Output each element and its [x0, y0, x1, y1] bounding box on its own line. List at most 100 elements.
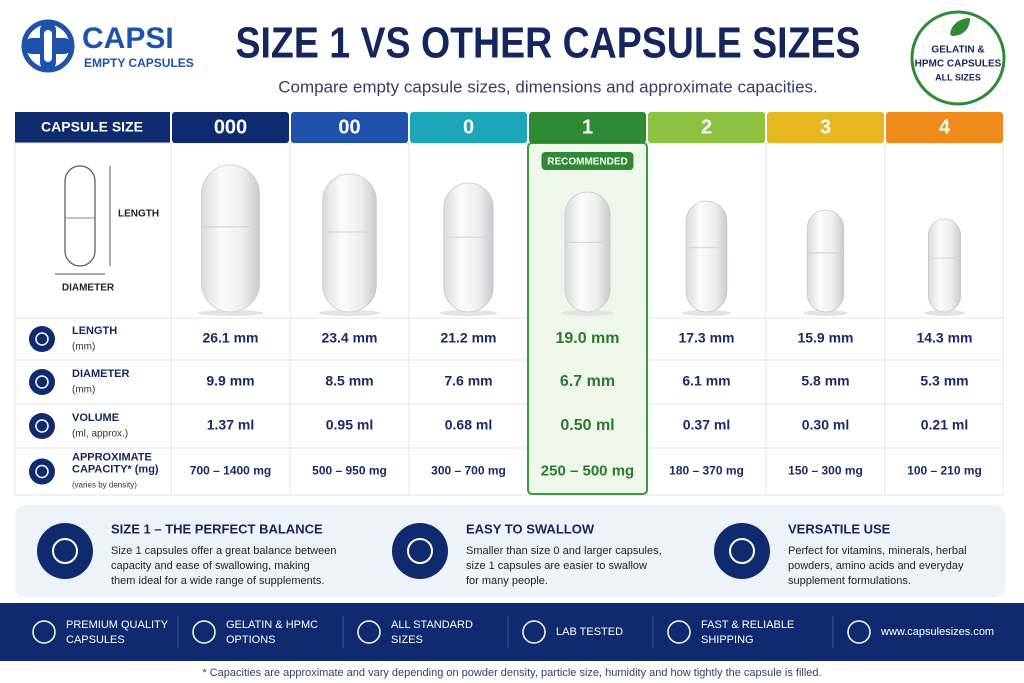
row-label: DIAMETER	[72, 368, 130, 380]
logo-name: CAPSI	[82, 22, 174, 55]
footer-bar	[0, 603, 1024, 661]
feature-text: for many people.	[466, 575, 548, 587]
row-unit: (mm)	[72, 342, 95, 353]
footer-text: CAPSULES	[66, 634, 125, 646]
cell-value: 180 – 370 mg	[669, 464, 744, 478]
feature-title: SIZE 1 – THE PERFECT BALANCE	[111, 521, 323, 536]
row-label: LENGTH	[72, 325, 117, 337]
size-header	[172, 112, 289, 143]
footer-text: LAB TESTED	[556, 626, 623, 638]
size-label: 4	[939, 116, 951, 138]
capsule-shadow	[439, 310, 498, 316]
cell-value: 0.30 ml	[802, 417, 849, 433]
row-icon-detail	[35, 419, 49, 433]
cell-value: 19.0 mm	[555, 330, 619, 347]
footer-text: SIZES	[391, 634, 423, 646]
size-label: 3	[820, 116, 831, 138]
row-unit: (mm)	[72, 385, 95, 396]
cell-value: 5.3 mm	[920, 373, 968, 389]
capsule	[928, 218, 962, 313]
cell-value: 250 – 500 mg	[541, 462, 634, 479]
header-cell	[15, 112, 170, 143]
cell-value: 6.1 mm	[682, 373, 730, 389]
cell-value: 0.50 ml	[560, 417, 614, 434]
footer-text: PREMIUM QUALITY	[66, 619, 169, 631]
cell-value: 17.3 mm	[678, 330, 734, 346]
footer-icon	[357, 620, 381, 644]
size-header	[291, 112, 408, 143]
size-header	[410, 112, 527, 143]
capsule	[443, 182, 494, 313]
feature-icon	[392, 523, 448, 579]
feature-text: supplement formulations.	[788, 575, 911, 587]
cell-value: 500 – 950 mg	[312, 464, 387, 478]
row-unit: (ml, approx.)	[72, 429, 128, 440]
cell-value: 23.4 mm	[321, 330, 377, 346]
size-header	[767, 112, 884, 143]
feature-text: size 1 capsules are easier to swallow	[466, 560, 647, 572]
row-icon-detail	[35, 375, 49, 389]
size-label: 0	[463, 116, 474, 138]
row-label: APPROXIMATE	[72, 451, 152, 463]
header-label: CAPSULE SIZE	[41, 119, 143, 135]
footer-text: GELATIN & HPMC	[226, 619, 318, 631]
row-icon-detail	[35, 332, 49, 346]
cell-value: 300 – 700 mg	[431, 464, 506, 478]
capsule-shadow	[197, 310, 264, 316]
badge-text: HPMC CAPSULES	[915, 59, 1002, 70]
footer-text: FAST & RELIABLE	[701, 619, 794, 631]
recommended-pill	[541, 152, 634, 170]
capsule	[685, 200, 728, 313]
row-label: CAPACITY* (mg)	[72, 463, 159, 475]
feature-title: EASY TO SWALLOW	[466, 521, 595, 536]
diagram-diameter: DIAMETER	[62, 283, 115, 294]
feature-icon	[714, 523, 770, 579]
recommended-label: RECOMMENDED	[547, 157, 628, 168]
cell-value: 15.9 mm	[797, 330, 853, 346]
feature-text: them ideal for a wide range of supplemen…	[111, 575, 324, 587]
footer-icon	[667, 620, 691, 644]
feature-text: Smaller than size 0 and larger capsules,	[466, 545, 662, 557]
cell-value: 0.68 ml	[445, 417, 492, 433]
size-label: 1	[582, 116, 593, 138]
cell-value: 150 – 300 mg	[788, 464, 863, 478]
feature-icon	[37, 523, 93, 579]
row-icon	[29, 413, 55, 439]
footer-icon	[32, 620, 56, 644]
feature-text: powders, amino acids and everyday	[788, 560, 964, 572]
cell-value: 8.5 mm	[325, 373, 373, 389]
cell-value: 5.8 mm	[801, 373, 849, 389]
title: SIZE 1 VS OTHER CAPSULE SIZES	[236, 19, 861, 68]
cell-value: 1.37 ml	[207, 417, 254, 433]
cell-value: 6.7 mm	[560, 373, 615, 390]
size-header	[529, 112, 646, 143]
feature-text: capacity and ease of swallowing, making	[111, 560, 310, 572]
feature-icon-detail	[407, 538, 433, 564]
capsule-shadow	[318, 310, 381, 316]
footer-text: SHIPPING	[701, 634, 754, 646]
cell-value: 0.95 ml	[326, 417, 373, 433]
capsule-shadow	[560, 310, 615, 316]
capsule-shadow	[924, 310, 965, 316]
capsule-shadow	[682, 310, 731, 316]
capsule	[201, 164, 260, 313]
capsule	[322, 173, 377, 313]
footer-text: OPTIONS	[226, 634, 276, 646]
diagram-capsule	[64, 165, 96, 267]
cell-value: 700 – 1400 mg	[190, 464, 271, 478]
diagram-length: LENGTH	[118, 209, 159, 220]
row-icon	[29, 458, 55, 485]
cell-value: 26.1 mm	[202, 330, 258, 346]
footer-text: ALL STANDARD	[391, 619, 473, 631]
cell-value: 9.9 mm	[206, 373, 254, 389]
cell-value: 0.37 ml	[683, 417, 730, 433]
badge-text: GELATIN &	[931, 45, 984, 56]
capsule	[806, 209, 845, 313]
badge-text: ALL SIZES	[935, 72, 981, 82]
row-icon	[29, 369, 55, 395]
badge	[910, 10, 1006, 106]
cell-value: 7.6 mm	[444, 373, 492, 389]
subtitle: Compare empty capsule sizes, dimensions …	[278, 77, 818, 96]
capsule	[564, 191, 611, 313]
